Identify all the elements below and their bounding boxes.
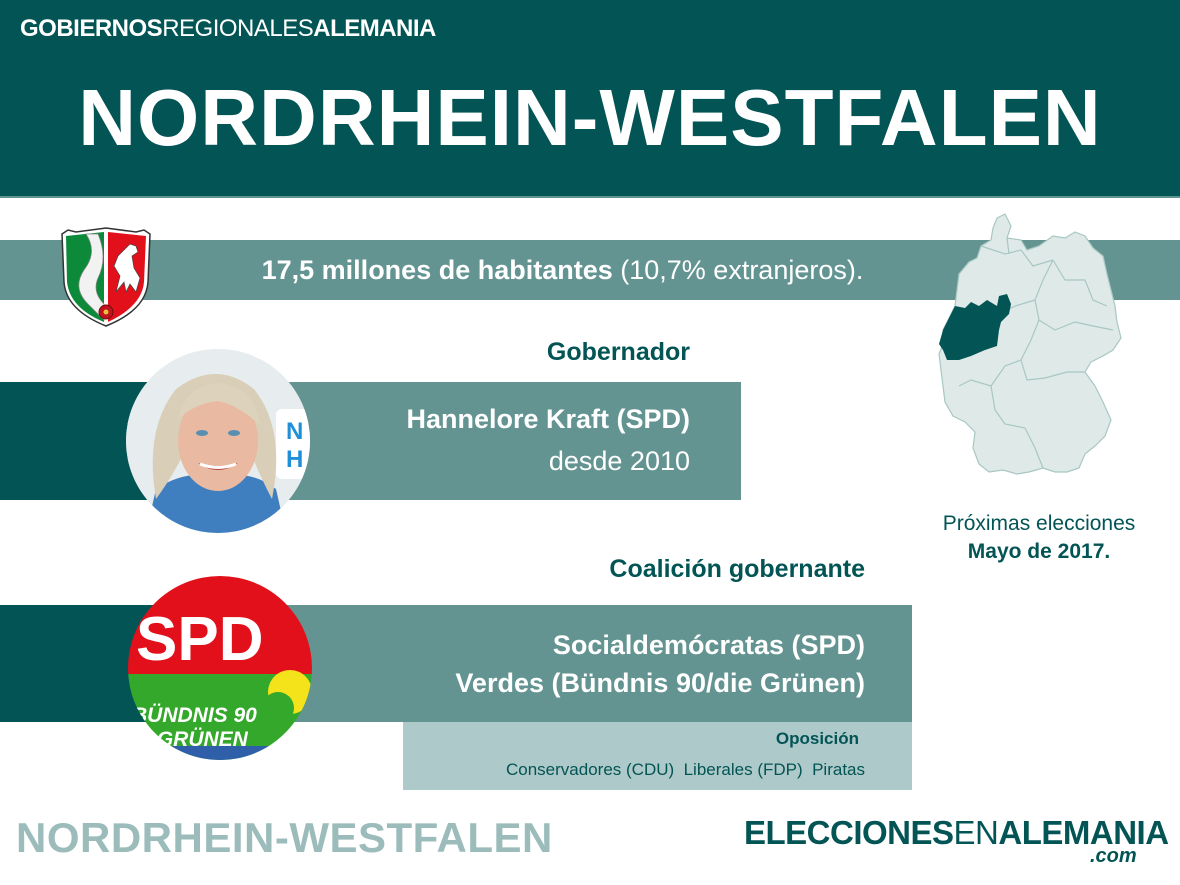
series-kicker: GOBIERNOSREGIONALESALEMANIA [20,15,436,43]
brand-part-3: ALEMANIA [998,814,1169,851]
opposition-band [403,722,912,790]
coalition-party-spd: Socialdemócratas (SPD) [552,630,865,660]
opposition-label: Oposición [775,729,859,748]
population-count: 17,5 millones de habitantes [261,255,613,285]
population-foreigners: (10,7% extranjeros). [612,255,864,285]
germany-map [938,213,1122,475]
coalition-section-label: Coalición gobernante [609,555,865,583]
page-title: NORDRHEIN-WESTFALEN [78,73,1102,162]
svg-text:BÜNDNIS 90: BÜNDNIS 90 [132,704,257,727]
portrait-icon: N H [126,349,310,533]
svg-text:DIE GRÜNEN: DIE GRÜNEN [128,728,249,751]
footer-state-name: NORDRHEIN-WESTFALEN [16,814,553,861]
header-divider [0,196,1180,198]
governor-section-label: Gobernador [546,338,690,366]
kicker-part-1: GOBIERNOS [20,15,163,42]
header-banner [0,0,1180,196]
brand-tld: .com [1090,845,1137,867]
kicker-part-3: ALEMANIA [313,15,436,42]
next-elections-date: Mayo de 2017. [967,540,1111,563]
coalition-party-greens: Verdes (Bündnis 90/die Grünen) [455,668,865,698]
svg-text:N: N [286,418,303,445]
coat-of-arms-icon [61,227,151,327]
population-text: 17,5 millones de habitantes (10,7% extra… [0,240,1125,300]
svg-text:H: H [286,446,303,473]
kicker-part-2: REGIONALES [162,15,314,42]
governor-photo: N H [126,349,310,533]
brand-part-1: ELECCIONES [744,814,954,851]
governor-name: Hannelore Kraft (SPD) [406,404,690,434]
spd-greens-logo-icon: SPD BÜNDNIS 90 DIE GRÜNEN [128,576,312,760]
next-elections-label: Próximas elecciones [942,512,1136,535]
brand-logo: ELECCIONESENALEMANIA [744,814,1169,852]
next-elections: Próximas elecciones Mayo de 2017. [910,510,1168,566]
brand-part-2: EN [953,814,999,851]
svg-text:SPD: SPD [136,605,263,674]
party-logos: SPD BÜNDNIS 90 DIE GRÜNEN [128,576,312,760]
governor-since: desde 2010 [548,446,690,476]
opposition-parties: Conservadores (CDU) Liberales (FDP) Pira… [506,760,865,779]
